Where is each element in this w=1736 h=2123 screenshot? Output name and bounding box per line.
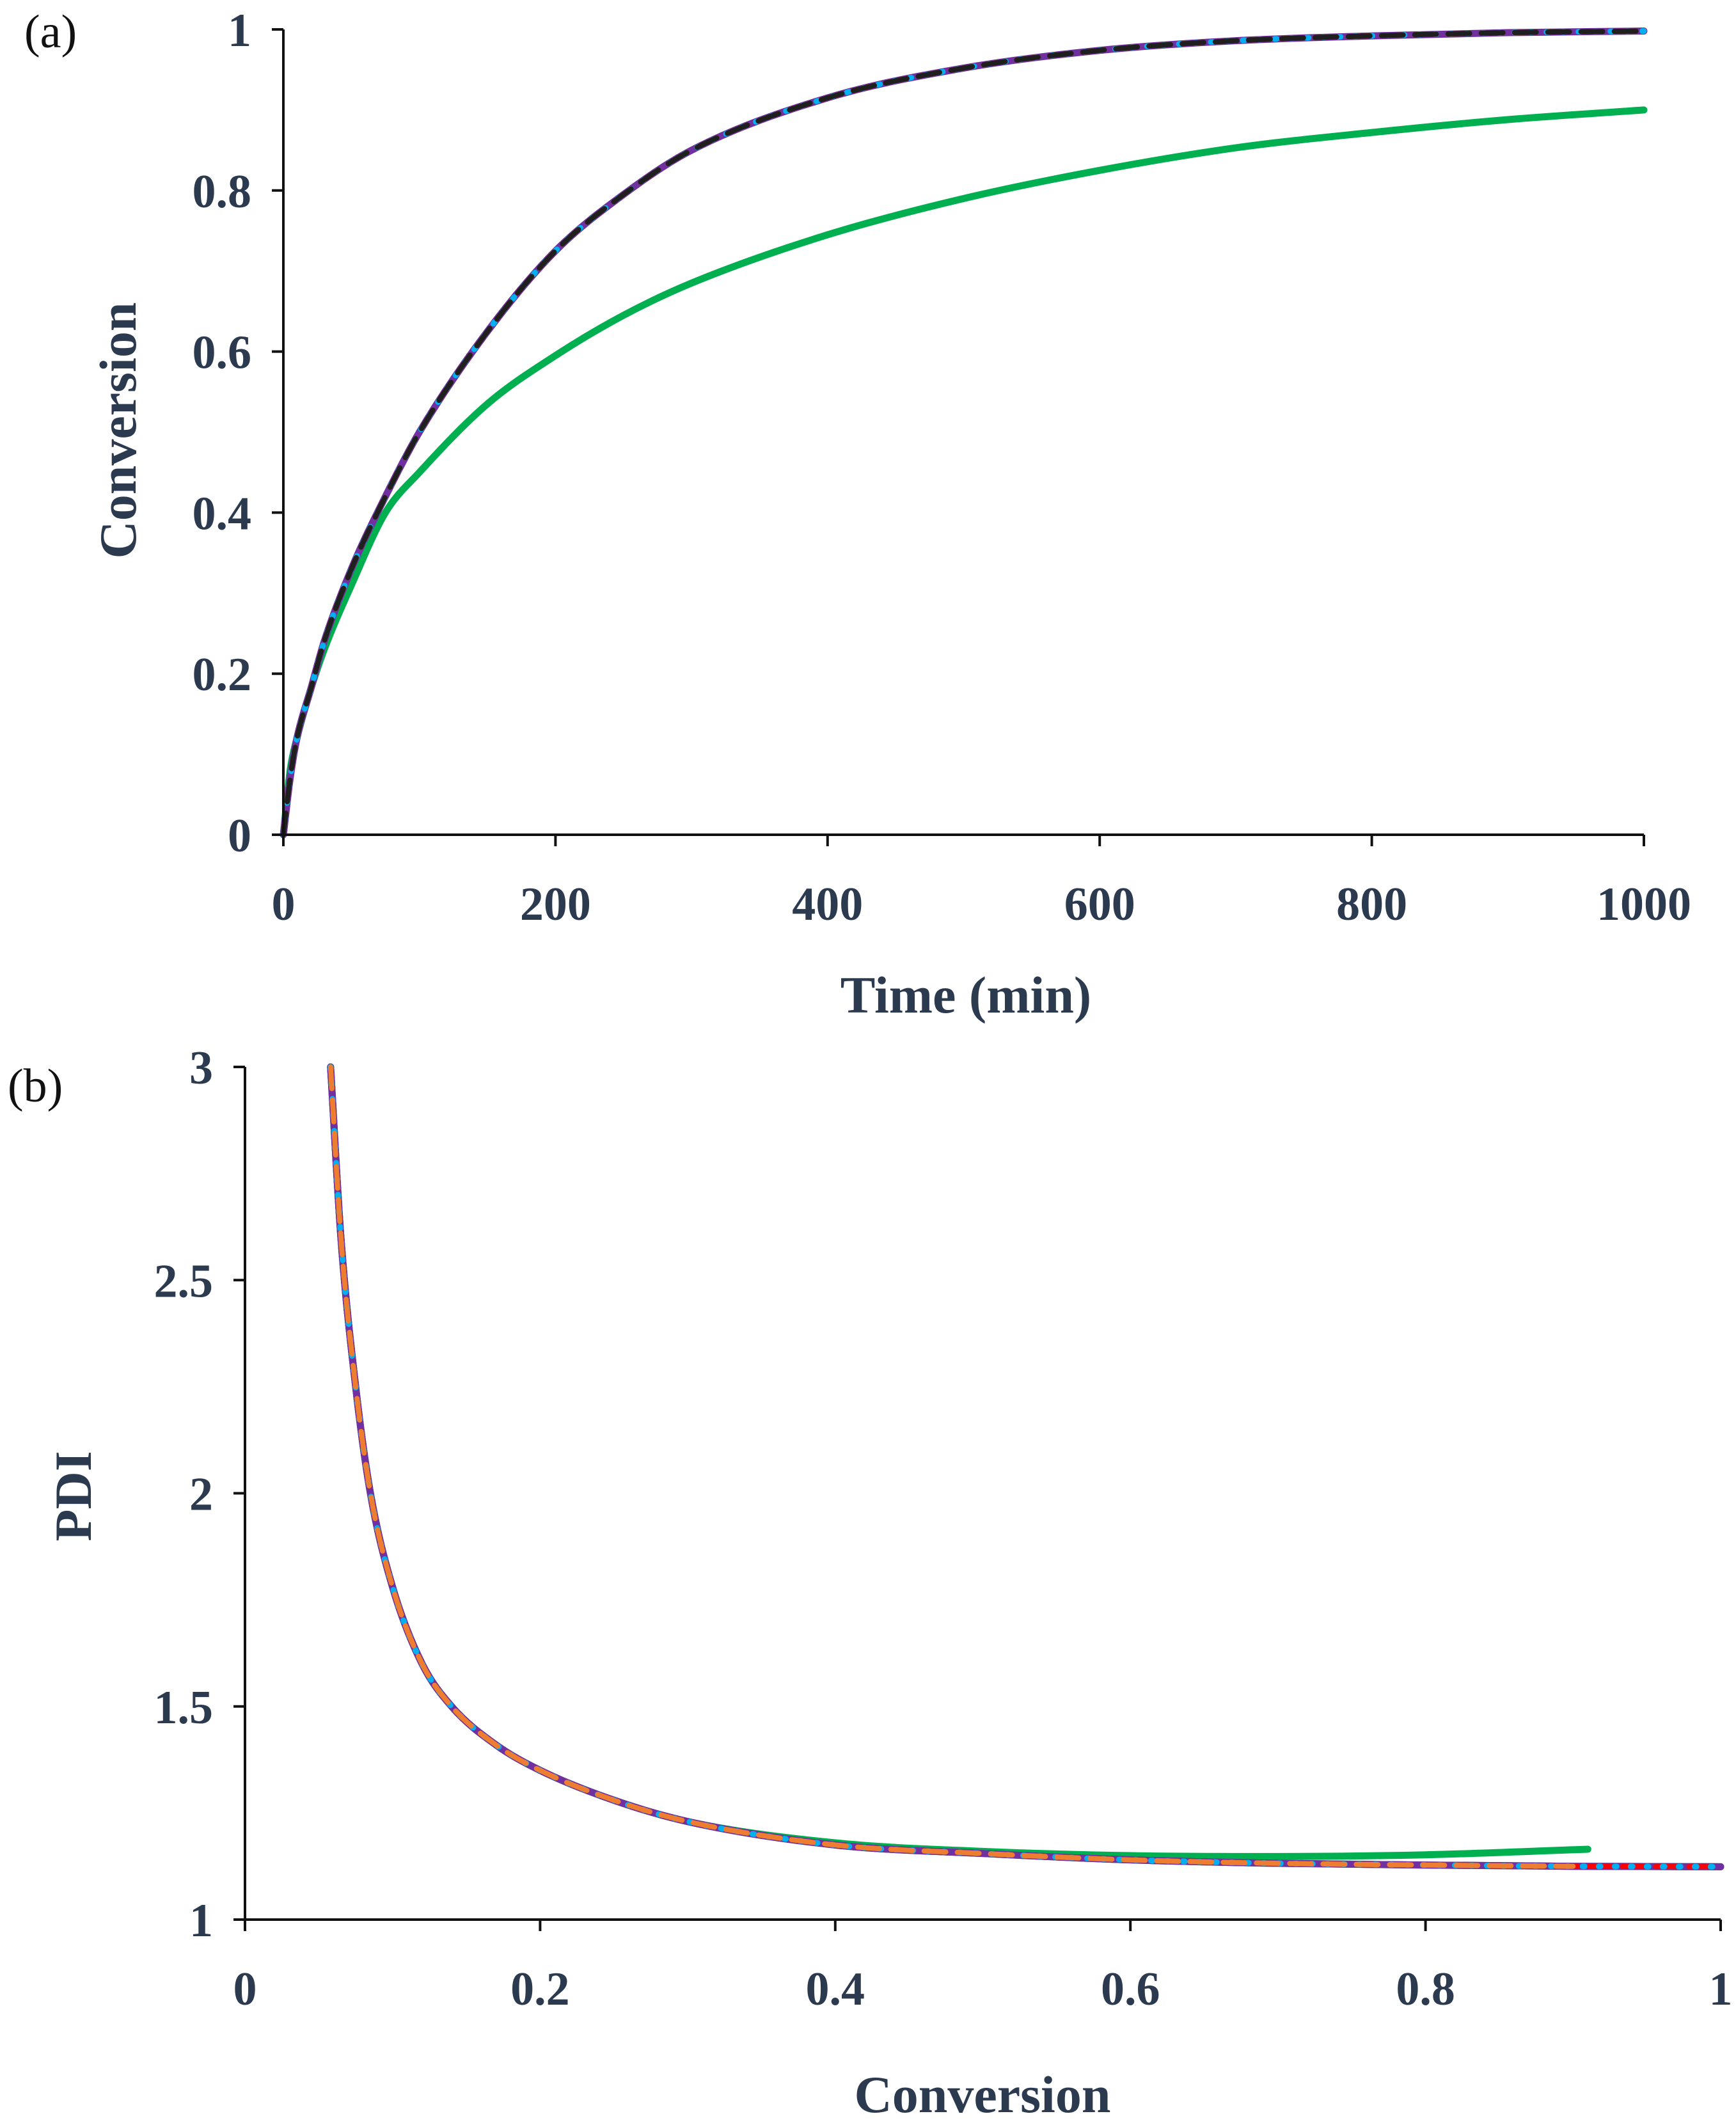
panel-b-x-axis-title: Conversion [855, 2065, 1111, 2123]
panel-b-series-0-line [327, 1063, 1591, 1860]
y-tick-label: 1 [228, 4, 251, 57]
panel-a-series-5-line [281, 28, 1646, 837]
panel-label-b: (b) [8, 1060, 63, 1112]
x-tick-label: 400 [792, 878, 863, 931]
panel-a-series-2-line [281, 28, 1646, 837]
panel-b-y-axis-title: PDI [44, 1451, 102, 1541]
x-tick-label: 0.4 [806, 1963, 865, 2016]
x-tick-label: 200 [520, 878, 591, 931]
panel-b-series-group [327, 1063, 1724, 1870]
panel-a-x-axis-title: Time (min) [840, 966, 1092, 1024]
x-tick-label: 0.8 [1396, 1963, 1455, 2016]
y-tick-label: 0.4 [193, 487, 252, 540]
x-tick-label: 0.6 [1101, 1963, 1160, 2016]
panel-a-conversion-vs-time: (a) 0 0.2 0.4 0.6 0.8 1 0 200 400 600 800 1000 Time… [24, 4, 1691, 1024]
x-tick-label: 800 [1336, 878, 1407, 931]
y-tick-label: 3 [189, 1042, 213, 1094]
panel-b-series-3-line [327, 1064, 1723, 1870]
panel-a-series-0-line [280, 106, 1648, 839]
panel-b-pdi-vs-conversion: (b) 1 1.5 2 2.5 3 0 0.2 0.4 0.6 0.8 1 Conversion P… [8, 1042, 1733, 2123]
y-tick-label: 0.6 [193, 327, 252, 379]
panel-b-series-1-line [327, 1063, 1724, 1870]
y-tick-label: 2 [189, 1469, 213, 1521]
panel-a-series-4-line [281, 28, 1646, 837]
panel-a-y-axis-title: Conversion [89, 303, 147, 559]
y-tick-label: 0 [228, 810, 251, 862]
panel-b-series-2-line [327, 1063, 1724, 1870]
panel-label-a: (a) [24, 6, 77, 58]
panel-a-series-group [280, 28, 1648, 839]
y-tick-label: 1 [189, 1895, 213, 1947]
x-tick-label: 600 [1064, 878, 1135, 931]
y-tick-label: 1.5 [154, 1682, 214, 1734]
x-tick-label: 0 [233, 1963, 257, 2016]
panel-a-series-1-line [280, 28, 1648, 839]
panel-a-axes: 0 0.2 0.4 0.6 0.8 1 0 200 400 600 800 1000 [193, 4, 1692, 931]
y-tick-label: 0.8 [193, 166, 252, 218]
panel-a-series-3-line [280, 28, 1647, 838]
panel-b-series-5-line [327, 1064, 1576, 1869]
panel-b-series-4-line [327, 1064, 1724, 1870]
x-tick-label: 0.2 [510, 1963, 570, 2016]
y-tick-label: 2.5 [154, 1255, 214, 1307]
panel-b-axes: 1 1.5 2 2.5 3 0 0.2 0.4 0.6 0.8 1 [154, 1042, 1733, 2016]
x-tick-label: 0 [272, 878, 296, 931]
x-tick-label: 1 [1709, 1963, 1733, 2016]
y-tick-label: 0.2 [193, 649, 252, 701]
x-tick-label: 1000 [1597, 878, 1691, 931]
